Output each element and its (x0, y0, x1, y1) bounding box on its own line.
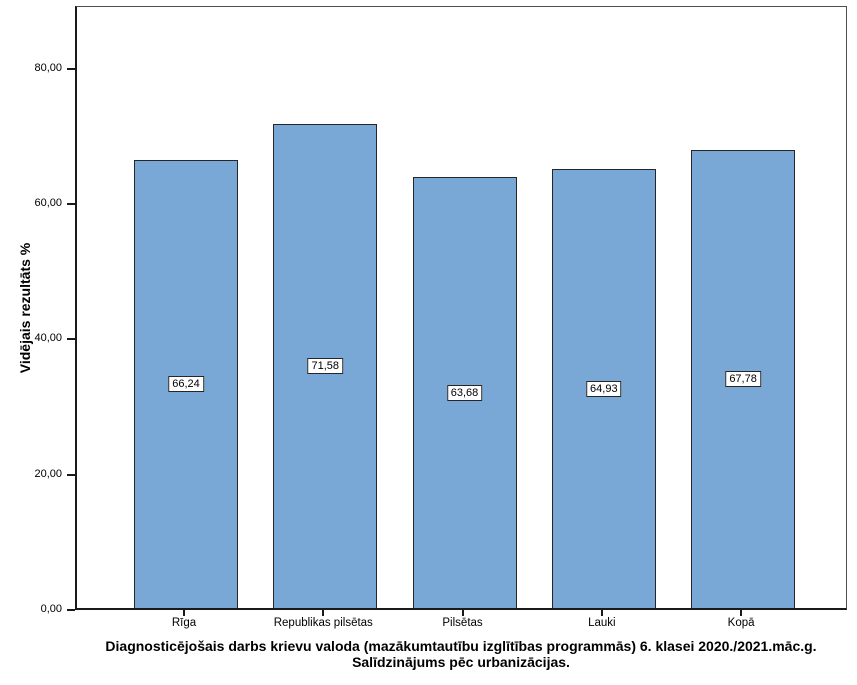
chart-subtitle: Salīdzinājums pēc urbanizācijas. (352, 654, 570, 670)
bar-value-label: 71,58 (307, 358, 344, 374)
bar-value-label: 64,93 (586, 380, 622, 397)
x-category-label: Republikas pilsētas (273, 617, 373, 629)
chart-title-block: Diagnosticējošais darbs krievu valoda (m… (75, 638, 847, 670)
x-category-label: Pilsētas (442, 617, 483, 629)
plot-area: 66,24 71,58 63,68 64,93 67,78 (75, 6, 847, 610)
y-tick-mark (67, 338, 75, 341)
y-tick-mark (67, 203, 75, 206)
x-tick-mark (322, 610, 325, 616)
bar-value-label: 66,24 (168, 376, 204, 392)
y-axis-title: Vidējais rezultāts % (17, 242, 33, 374)
y-tick-label: 20,00 (34, 467, 62, 480)
bar-value-label: 67,78 (725, 371, 761, 387)
y-tick-mark (67, 609, 75, 611)
y-tick-label: 40,00 (34, 332, 62, 345)
x-category-label: Lauki (588, 617, 616, 629)
y-tick-mark (67, 67, 75, 70)
y-tick-mark (67, 473, 75, 476)
x-tick-mark (600, 610, 603, 616)
x-tick-mark (740, 610, 743, 616)
x-category-label: Rīga (171, 617, 197, 629)
x-category-label: Kopā (727, 617, 755, 629)
y-tick-label: 60,00 (34, 197, 62, 210)
x-tick-mark (461, 610, 464, 616)
bar-value-label: 63,68 (446, 384, 483, 401)
chart-title: Diagnosticējošais darbs krievu valoda (m… (105, 638, 817, 654)
y-tick-label: 80,00 (34, 61, 62, 74)
x-tick-mark (183, 610, 185, 616)
y-tick-label: 0,00 (40, 603, 62, 615)
